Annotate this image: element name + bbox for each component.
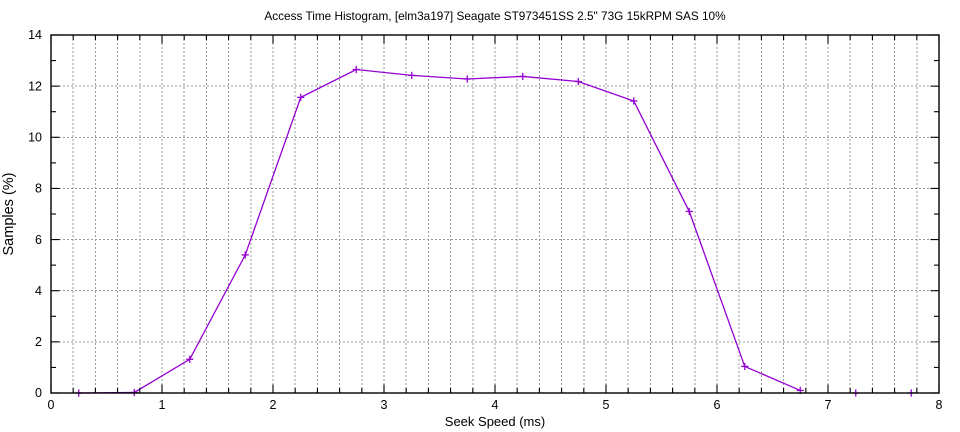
svg-text:3: 3 xyxy=(381,398,388,412)
svg-text:12: 12 xyxy=(28,79,42,93)
svg-text:5: 5 xyxy=(603,398,610,412)
svg-text:6: 6 xyxy=(714,398,721,412)
svg-text:2: 2 xyxy=(270,398,277,412)
svg-text:7: 7 xyxy=(825,398,832,412)
svg-text:4: 4 xyxy=(35,284,42,298)
svg-text:10: 10 xyxy=(28,130,42,144)
svg-text:Access Time Histogram, [elm3a1: Access Time Histogram, [elm3a197] Seagat… xyxy=(264,9,726,23)
svg-text:Seek Speed (ms): Seek Speed (ms) xyxy=(445,414,545,429)
svg-text:Samples (%): Samples (%) xyxy=(1,173,17,256)
svg-text:0: 0 xyxy=(35,386,42,400)
svg-text:8: 8 xyxy=(35,182,42,196)
svg-text:14: 14 xyxy=(28,28,42,42)
svg-text:6: 6 xyxy=(35,233,42,247)
svg-text:2: 2 xyxy=(35,335,42,349)
svg-text:0: 0 xyxy=(48,398,55,412)
svg-text:1: 1 xyxy=(159,398,166,412)
svg-text:4: 4 xyxy=(492,398,499,412)
svg-text:8: 8 xyxy=(936,398,943,412)
